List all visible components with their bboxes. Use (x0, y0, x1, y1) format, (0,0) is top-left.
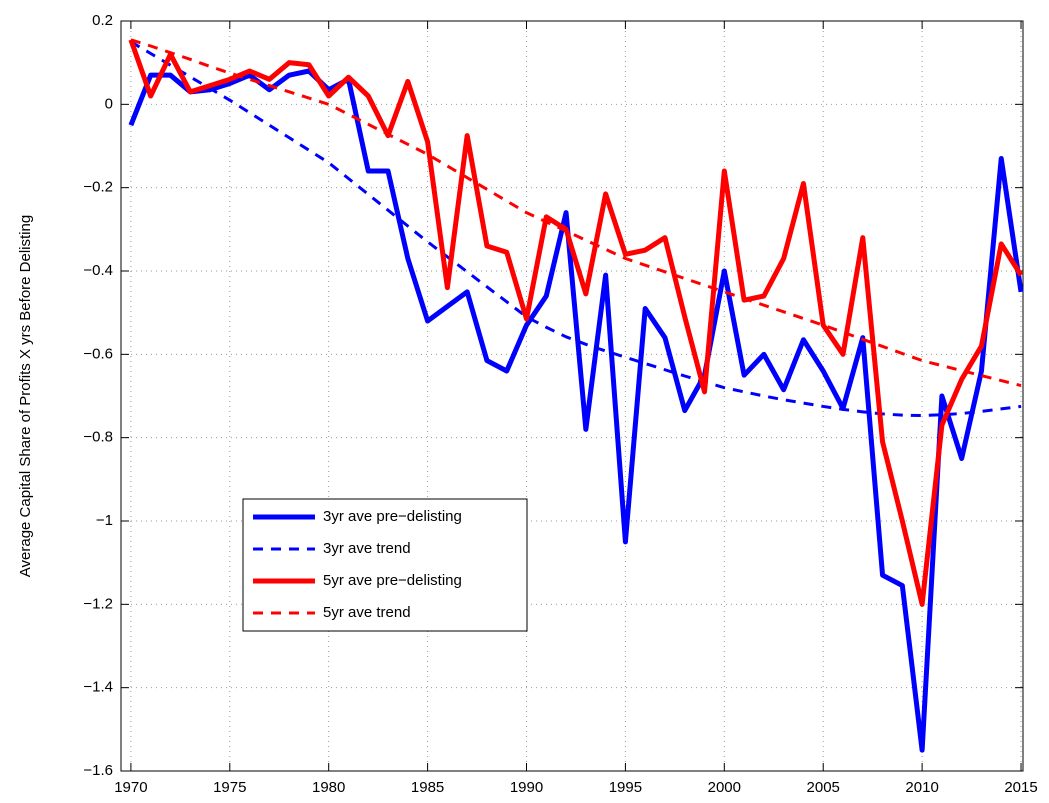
data-line (128, 68, 1024, 753)
y-tick-label: −0.6 (83, 345, 113, 362)
y-tick-label: −0.4 (83, 262, 113, 279)
data-line (128, 38, 1024, 607)
x-tick-label: 2000 (708, 779, 741, 796)
legend-label: 3yr ave pre−delisting (323, 508, 462, 525)
y-tick-label: 0.2 (92, 12, 113, 29)
legend-box (242, 498, 528, 632)
x-tick-label: 2015 (1004, 779, 1037, 796)
x-tick-label: 2010 (905, 779, 938, 796)
y-tick-label: −0.8 (83, 429, 113, 446)
y-tick-label: −1.4 (83, 679, 113, 696)
legend-label: 3yr ave trend (323, 540, 411, 557)
x-tick-label: 1990 (510, 779, 543, 796)
y-axis-label: Average Capital Share of Profits X yrs B… (17, 215, 34, 577)
x-tick-label: 1985 (411, 779, 444, 796)
x-tick-label: 1980 (312, 779, 345, 796)
data-line (130, 38, 1022, 388)
y-tick-label: 0 (105, 95, 113, 112)
x-tick-label: 1995 (609, 779, 642, 796)
legend-label: 5yr ave pre−delisting (323, 572, 462, 589)
y-tick-label: −1 (96, 512, 113, 529)
x-tick-label: 1970 (114, 779, 147, 796)
plot-frame (120, 20, 1024, 772)
legend-label: 5yr ave trend (323, 604, 411, 621)
y-tick-label: −0.2 (83, 179, 113, 196)
x-tick-label: 1975 (213, 779, 246, 796)
y-tick-label: −1.6 (83, 762, 113, 779)
x-tick-label: 2005 (807, 779, 840, 796)
y-tick-label: −1.2 (83, 595, 113, 612)
